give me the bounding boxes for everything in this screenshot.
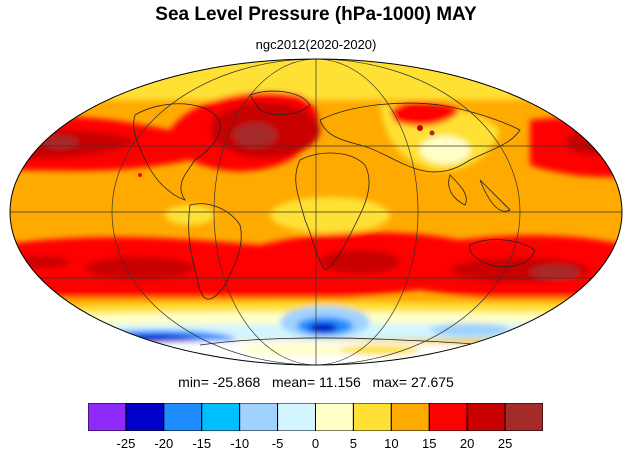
colorbar-swatch (239, 403, 279, 431)
map-outline (9, 58, 623, 366)
colorbar-swatch (163, 403, 203, 431)
map-panel (9, 58, 623, 366)
colorbar-swatch (390, 403, 430, 431)
colorbar-swatch (201, 403, 241, 431)
colorbar-tick-label: -10 (230, 436, 250, 451)
colorbar-tick-label: -15 (192, 436, 212, 451)
colorbar-swatch (125, 403, 165, 431)
colorbar-tick-label: 5 (349, 436, 358, 451)
max-value: 27.675 (411, 374, 454, 390)
colorbar-tick-label: 15 (422, 436, 437, 451)
colorbar-swatch (88, 403, 127, 431)
colorbar-tick-label: 0 (311, 436, 320, 451)
colorbar-swatch (466, 403, 506, 431)
colorbar-swatch (428, 403, 468, 431)
colorbar-tick-label: -20 (154, 436, 174, 451)
world-map (9, 58, 623, 366)
mean-label: mean= (271, 374, 316, 390)
min-value: -25.868 (212, 374, 261, 390)
colorbar-swatch (504, 403, 543, 431)
colorbar-tick-label: -5 (271, 436, 284, 451)
high-latitude-speckles (138, 125, 435, 177)
colorbar-swatch (352, 403, 392, 431)
graticule (10, 59, 622, 365)
colorbar-swatch (277, 403, 316, 431)
colorbar-tick-label: 10 (384, 436, 399, 451)
mean-value: 11.156 (319, 374, 361, 390)
min-label: min= (178, 374, 209, 390)
chart-subtitle: ngc2012(2020-2020) (255, 37, 377, 52)
colorbar-tick-label: 25 (497, 436, 513, 451)
summary-statistics: min= -25.868 mean= 11.156 max= 27.675 (0, 374, 632, 390)
max-label: max= (372, 374, 408, 390)
colorbar-tick-label: 20 (459, 436, 475, 451)
colorbar (88, 403, 543, 431)
chart-title: Sea Level Pressure (hPa-1000) MAY (155, 4, 477, 25)
pressure-field (10, 59, 622, 365)
colorbar-tick-label: -25 (116, 436, 136, 451)
colorbar-labels: -25 -20 -15 -10 -5 0 5 10 15 20 25 (0, 436, 632, 454)
colorbar-swatch (315, 403, 354, 431)
